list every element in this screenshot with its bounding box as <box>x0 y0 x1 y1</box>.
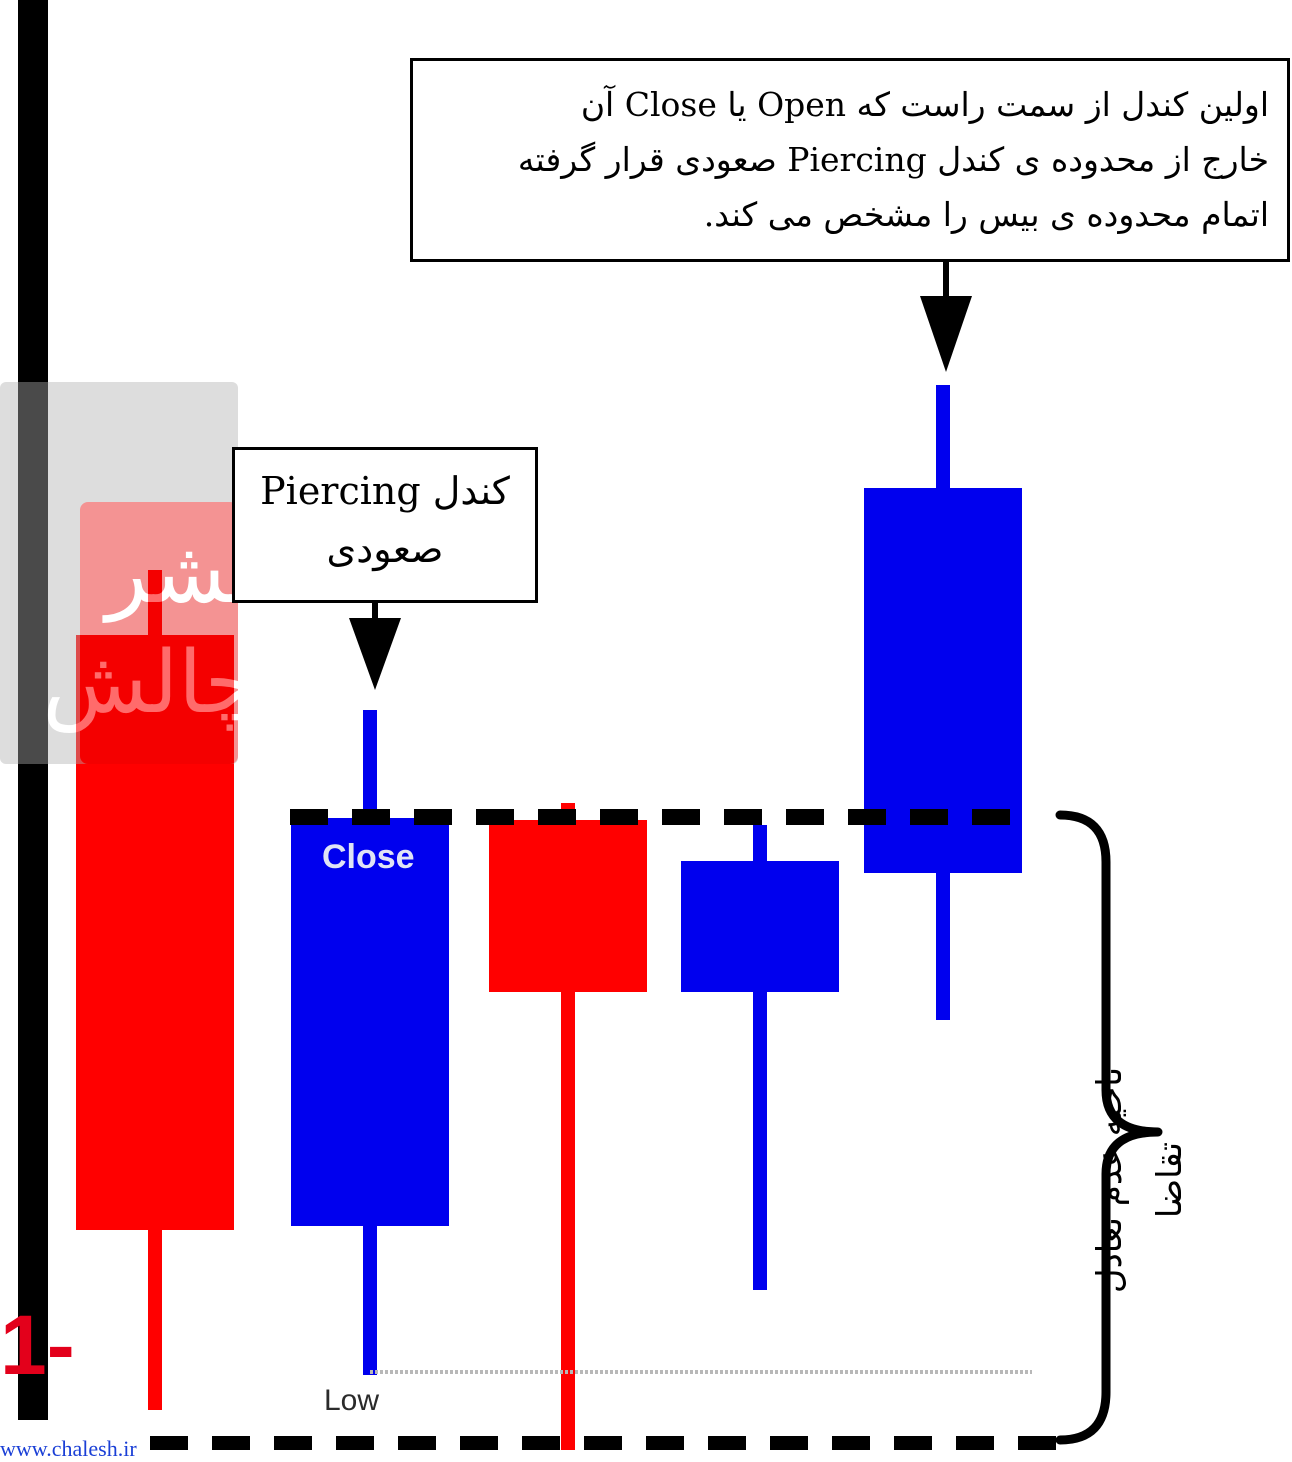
candle-5-base-end-body <box>864 488 1022 873</box>
candle-1-body <box>76 635 234 1230</box>
piercing-callout: کندل Piercing صعودی <box>232 447 538 603</box>
low-label: Low <box>324 1384 380 1417</box>
piercing-callout-line-1: کندل Piercing <box>260 469 510 513</box>
candle-3-body <box>489 820 647 992</box>
left-vertical-bar <box>18 0 48 1420</box>
base-end-callout: اولین کندل از سمت راست که Open یا Close … <box>410 58 1290 262</box>
base-end-callout-line-2: خارج از محدوده ی کندل Piercing صعودی قرا… <box>517 140 1269 179</box>
base-end-callout-line-1: اولین کندل از سمت راست که Open یا Close … <box>580 85 1269 124</box>
figure-number: 1- <box>0 1298 75 1392</box>
close-label: Close <box>322 838 415 876</box>
base-end-callout-line-3: اتمام محدوده ی بیس را مشخص می کند. <box>703 195 1269 234</box>
piercing-callout-line-2: صعودی <box>326 527 444 571</box>
zone-curly-brace <box>1055 810 1163 1445</box>
website-link[interactable]: www.chalesh.ir <box>0 1436 137 1461</box>
base-end-arrow-head <box>920 296 972 372</box>
piercing-arrow-head <box>349 618 401 690</box>
imbalance-zone-label: ناحیه عدم تعادل تقاضا <box>1090 1066 1190 1294</box>
candles-group <box>76 385 1022 1450</box>
candle-2-piercing-body <box>291 818 449 1226</box>
candle-4-body <box>681 861 839 992</box>
